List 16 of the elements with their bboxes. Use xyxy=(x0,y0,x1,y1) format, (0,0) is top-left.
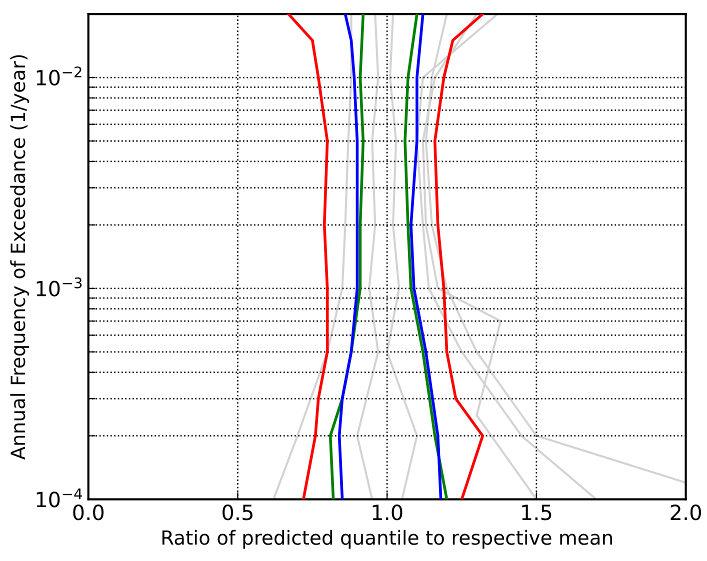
x-tick-label: 1.0 xyxy=(372,504,402,520)
line-series xyxy=(410,14,442,500)
line-series xyxy=(338,14,359,500)
y-axis-title: Annual Frequency of Exceedance (1/year) xyxy=(10,55,29,460)
x-axis-title: Ratio of predicted quantile to respective mean xyxy=(162,530,612,549)
x-tick-label: 2.0 xyxy=(670,504,701,520)
line-series xyxy=(386,14,418,500)
x-tick-label: 0.5 xyxy=(222,504,252,520)
y-tick-label: 10$^{−3}$ xyxy=(36,277,82,296)
line-series xyxy=(287,14,329,500)
line-series xyxy=(404,14,448,500)
line-series xyxy=(272,14,352,500)
line-series xyxy=(356,14,380,500)
y-tick-label: 10$^{−2}$ xyxy=(36,66,82,86)
x-tick-label: 1.5 xyxy=(522,504,552,520)
line-series xyxy=(433,14,484,500)
